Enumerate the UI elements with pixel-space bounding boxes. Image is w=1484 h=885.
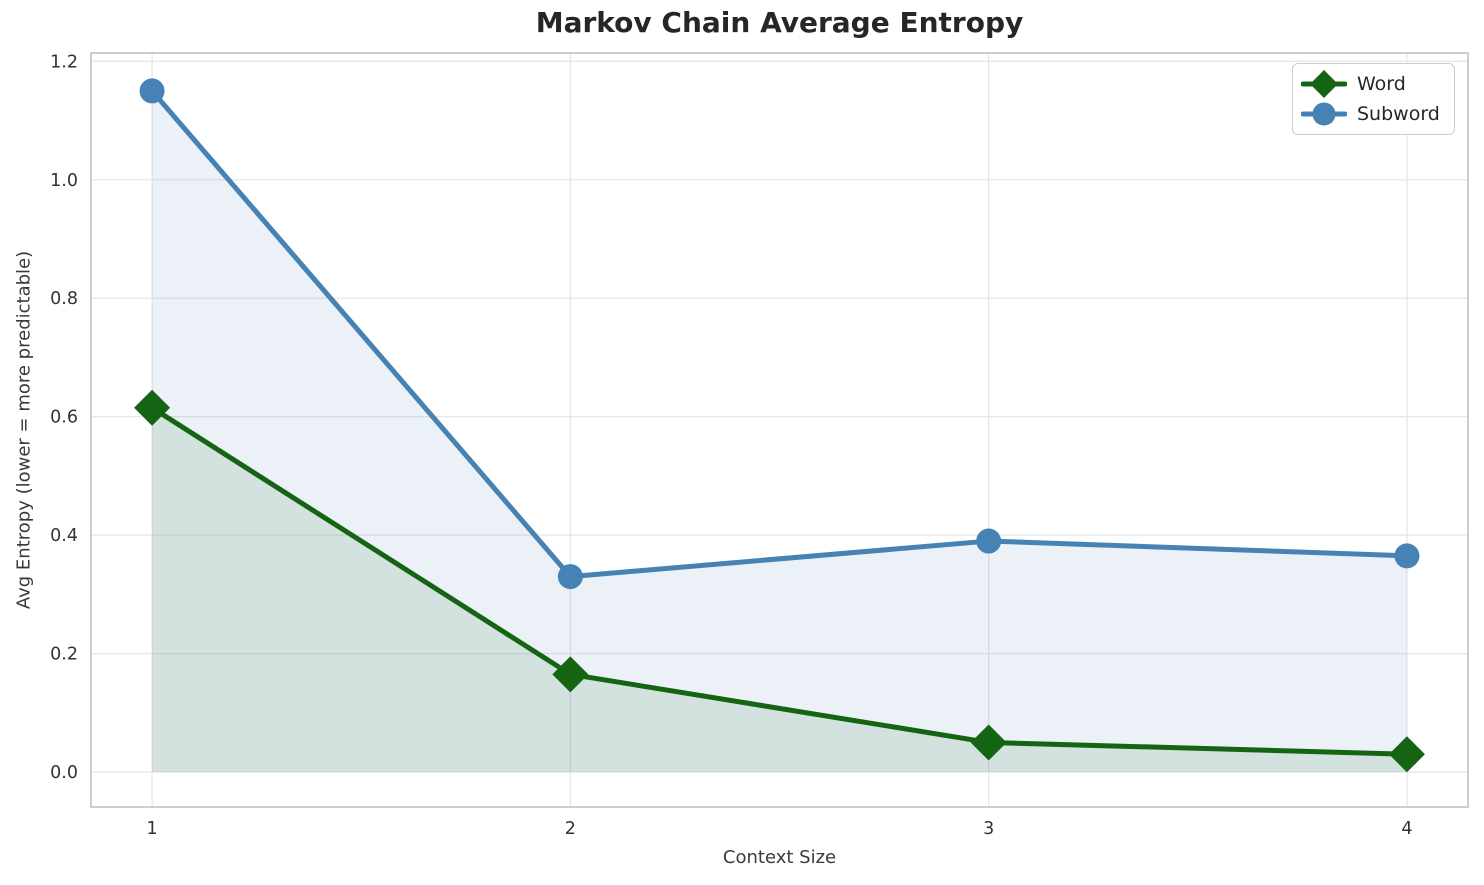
marker-diamond-icon — [134, 389, 171, 426]
y-tick-label: 0.4 — [50, 526, 78, 546]
legend: Word Subword — [1292, 63, 1455, 135]
marker-diamond-icon — [552, 656, 589, 693]
y-tick-label: 1.0 — [50, 171, 78, 191]
x-tick-label: 4 — [1401, 819, 1412, 839]
legend-circle-icon — [1301, 102, 1347, 126]
line-word — [149, 405, 1410, 757]
legend-item-subword: Subword — [1301, 100, 1440, 128]
plot-border — [90, 52, 1469, 808]
x-axis-label: Context Size — [722, 847, 837, 868]
legend-item-word: Word — [1301, 70, 1440, 98]
x-tick-label: 2 — [565, 819, 576, 839]
marker-diamond-icon — [970, 724, 1007, 761]
y-tick-label: 0.0 — [50, 763, 78, 783]
y-tick-label: 0.6 — [50, 408, 78, 428]
line-subword — [149, 88, 1410, 580]
area-fill-subword — [152, 90, 1407, 773]
marker-diamond-icon — [1388, 736, 1425, 773]
marker-circle-icon — [139, 78, 165, 104]
chart-title: Markov Chain Average Entropy — [535, 6, 1024, 39]
marker-circle-icon — [557, 564, 583, 590]
y-tick-label: 0.2 — [50, 645, 78, 665]
marker-circle-icon — [1394, 543, 1420, 569]
legend-label: Subword — [1357, 103, 1440, 125]
legend-diamond-icon — [1301, 70, 1347, 98]
y-tick-label: 1.2 — [50, 52, 78, 72]
y-tick-label: 0.8 — [50, 289, 78, 309]
legend-label: Word — [1357, 73, 1406, 95]
x-tick-label: 1 — [146, 819, 157, 839]
x-tick-label: 3 — [983, 819, 994, 839]
marker-circle-icon — [976, 528, 1002, 554]
area-fill-word — [152, 407, 1407, 773]
